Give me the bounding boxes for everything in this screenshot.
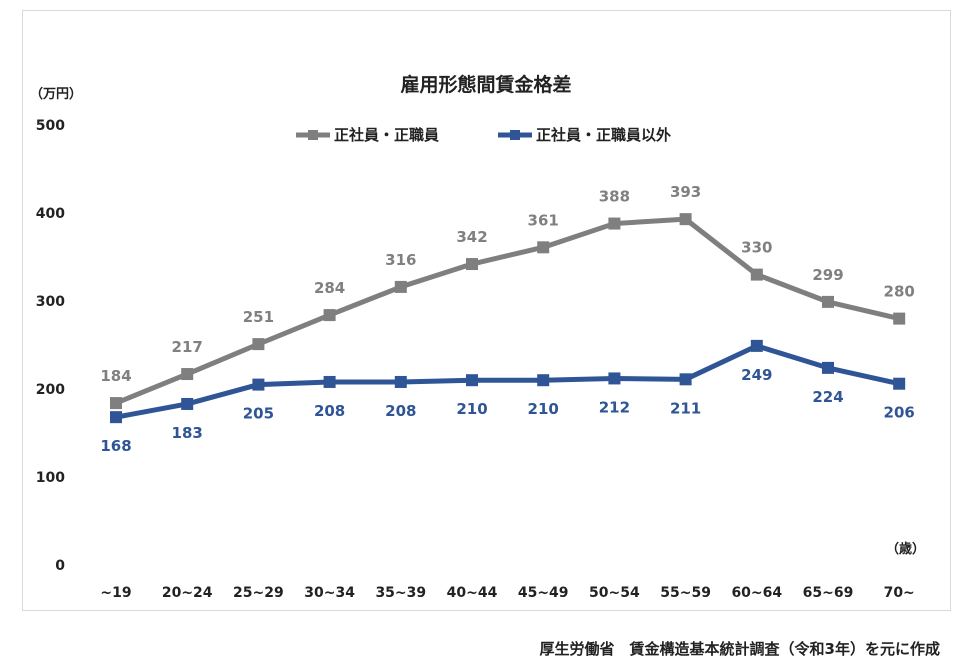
data-point <box>394 280 407 293</box>
series-2: 168 183 205 208 208 210 210 212 211 249 224 206 <box>100 339 915 455</box>
legend-marker <box>510 130 520 140</box>
x-tick-label: 65~69 <box>803 585 854 601</box>
y-axis-unit: （万円） <box>30 86 82 102</box>
data-label: 208 <box>314 402 345 420</box>
data-label: 208 <box>385 402 416 420</box>
legend-label: 正社員・正職員 <box>334 126 439 144</box>
data-label: 211 <box>670 399 701 417</box>
data-point <box>750 268 763 281</box>
data-label: 210 <box>456 400 487 418</box>
data-point <box>608 372 621 385</box>
y-tick-label: 0 <box>55 558 65 574</box>
y-tick-label: 200 <box>36 382 65 398</box>
data-label: 224 <box>812 388 843 406</box>
data-label: 205 <box>243 405 274 423</box>
data-label: 183 <box>172 424 203 442</box>
data-point <box>252 378 265 391</box>
x-axis-unit: （歳） <box>886 541 925 557</box>
data-point <box>750 339 763 352</box>
data-label: 206 <box>884 404 915 422</box>
data-label: 210 <box>528 400 559 418</box>
data-label: 249 <box>741 366 772 384</box>
data-point <box>181 368 194 381</box>
data-label: 342 <box>456 228 487 246</box>
data-label: 251 <box>243 308 274 326</box>
data-label: 212 <box>599 398 630 416</box>
data-label: 393 <box>670 183 701 201</box>
data-point <box>323 309 336 322</box>
data-label: 280 <box>884 283 915 301</box>
chart-title: 雇用形態間賃金格差 <box>400 73 571 96</box>
x-tick-label: 20~24 <box>162 585 213 601</box>
x-tick-label: 55~59 <box>660 585 711 601</box>
y-tick-label: 300 <box>36 294 65 310</box>
data-label: 361 <box>528 211 559 229</box>
data-point <box>110 397 122 410</box>
y-tick-label: 400 <box>36 206 65 222</box>
data-label: 299 <box>812 266 843 284</box>
data-point <box>466 374 478 387</box>
data-point <box>893 312 906 325</box>
chart-frame <box>22 10 951 611</box>
y-tick-label: 500 <box>36 118 65 134</box>
x-tick-label: 70~ <box>884 585 915 601</box>
y-axis-ticks: 0 100 200 300 400 500 <box>36 118 65 574</box>
data-point <box>608 217 621 230</box>
y-tick-label: 100 <box>36 470 65 486</box>
data-point <box>537 374 550 387</box>
data-label: 168 <box>100 437 131 455</box>
data-label: 284 <box>314 279 345 297</box>
data-label: 184 <box>100 367 131 385</box>
data-point <box>822 361 834 374</box>
series-line <box>115 343 900 420</box>
x-tick-label: 60~64 <box>731 585 782 601</box>
legend: 正社員・正職員 正社員・正職員以外 <box>296 126 671 144</box>
x-tick-label: ~19 <box>100 585 131 601</box>
legend-marker <box>308 130 318 140</box>
data-label: 316 <box>385 251 416 269</box>
x-axis-ticks: ~19 20~24 25~29 30~34 35~39 40~44 45~49 50~54 55… <box>100 585 914 601</box>
legend-label: 正社員・正職員以外 <box>536 126 671 144</box>
data-point <box>893 377 906 390</box>
legend-item: 正社員・正職員 <box>296 126 439 144</box>
data-label: 217 <box>172 338 203 356</box>
series-1: 184 217 251 284 316 342 361 388 393 330 299 280 <box>100 183 915 410</box>
x-tick-label: 40~44 <box>447 585 498 601</box>
data-point <box>323 375 336 388</box>
x-tick-label: 45~49 <box>518 585 569 601</box>
x-tick-label: 30~34 <box>304 585 355 601</box>
x-tick-label: 25~29 <box>233 585 284 601</box>
data-point <box>537 241 550 254</box>
data-point <box>679 373 692 386</box>
data-point <box>252 338 265 351</box>
x-tick-label: 35~39 <box>375 585 426 601</box>
data-point <box>181 397 194 410</box>
data-point <box>110 411 122 424</box>
data-label: 330 <box>741 239 772 257</box>
series-line <box>115 216 900 406</box>
data-label: 388 <box>599 188 630 206</box>
source-note: 厚生労働省 賃金構造基本統計調査（令和3年）を元に作成 <box>539 640 940 658</box>
data-point <box>822 295 834 308</box>
x-tick-label: 50~54 <box>589 585 640 601</box>
data-point <box>679 213 692 226</box>
data-point <box>394 375 407 388</box>
data-point <box>466 258 478 271</box>
legend-item: 正社員・正職員以外 <box>498 126 671 144</box>
